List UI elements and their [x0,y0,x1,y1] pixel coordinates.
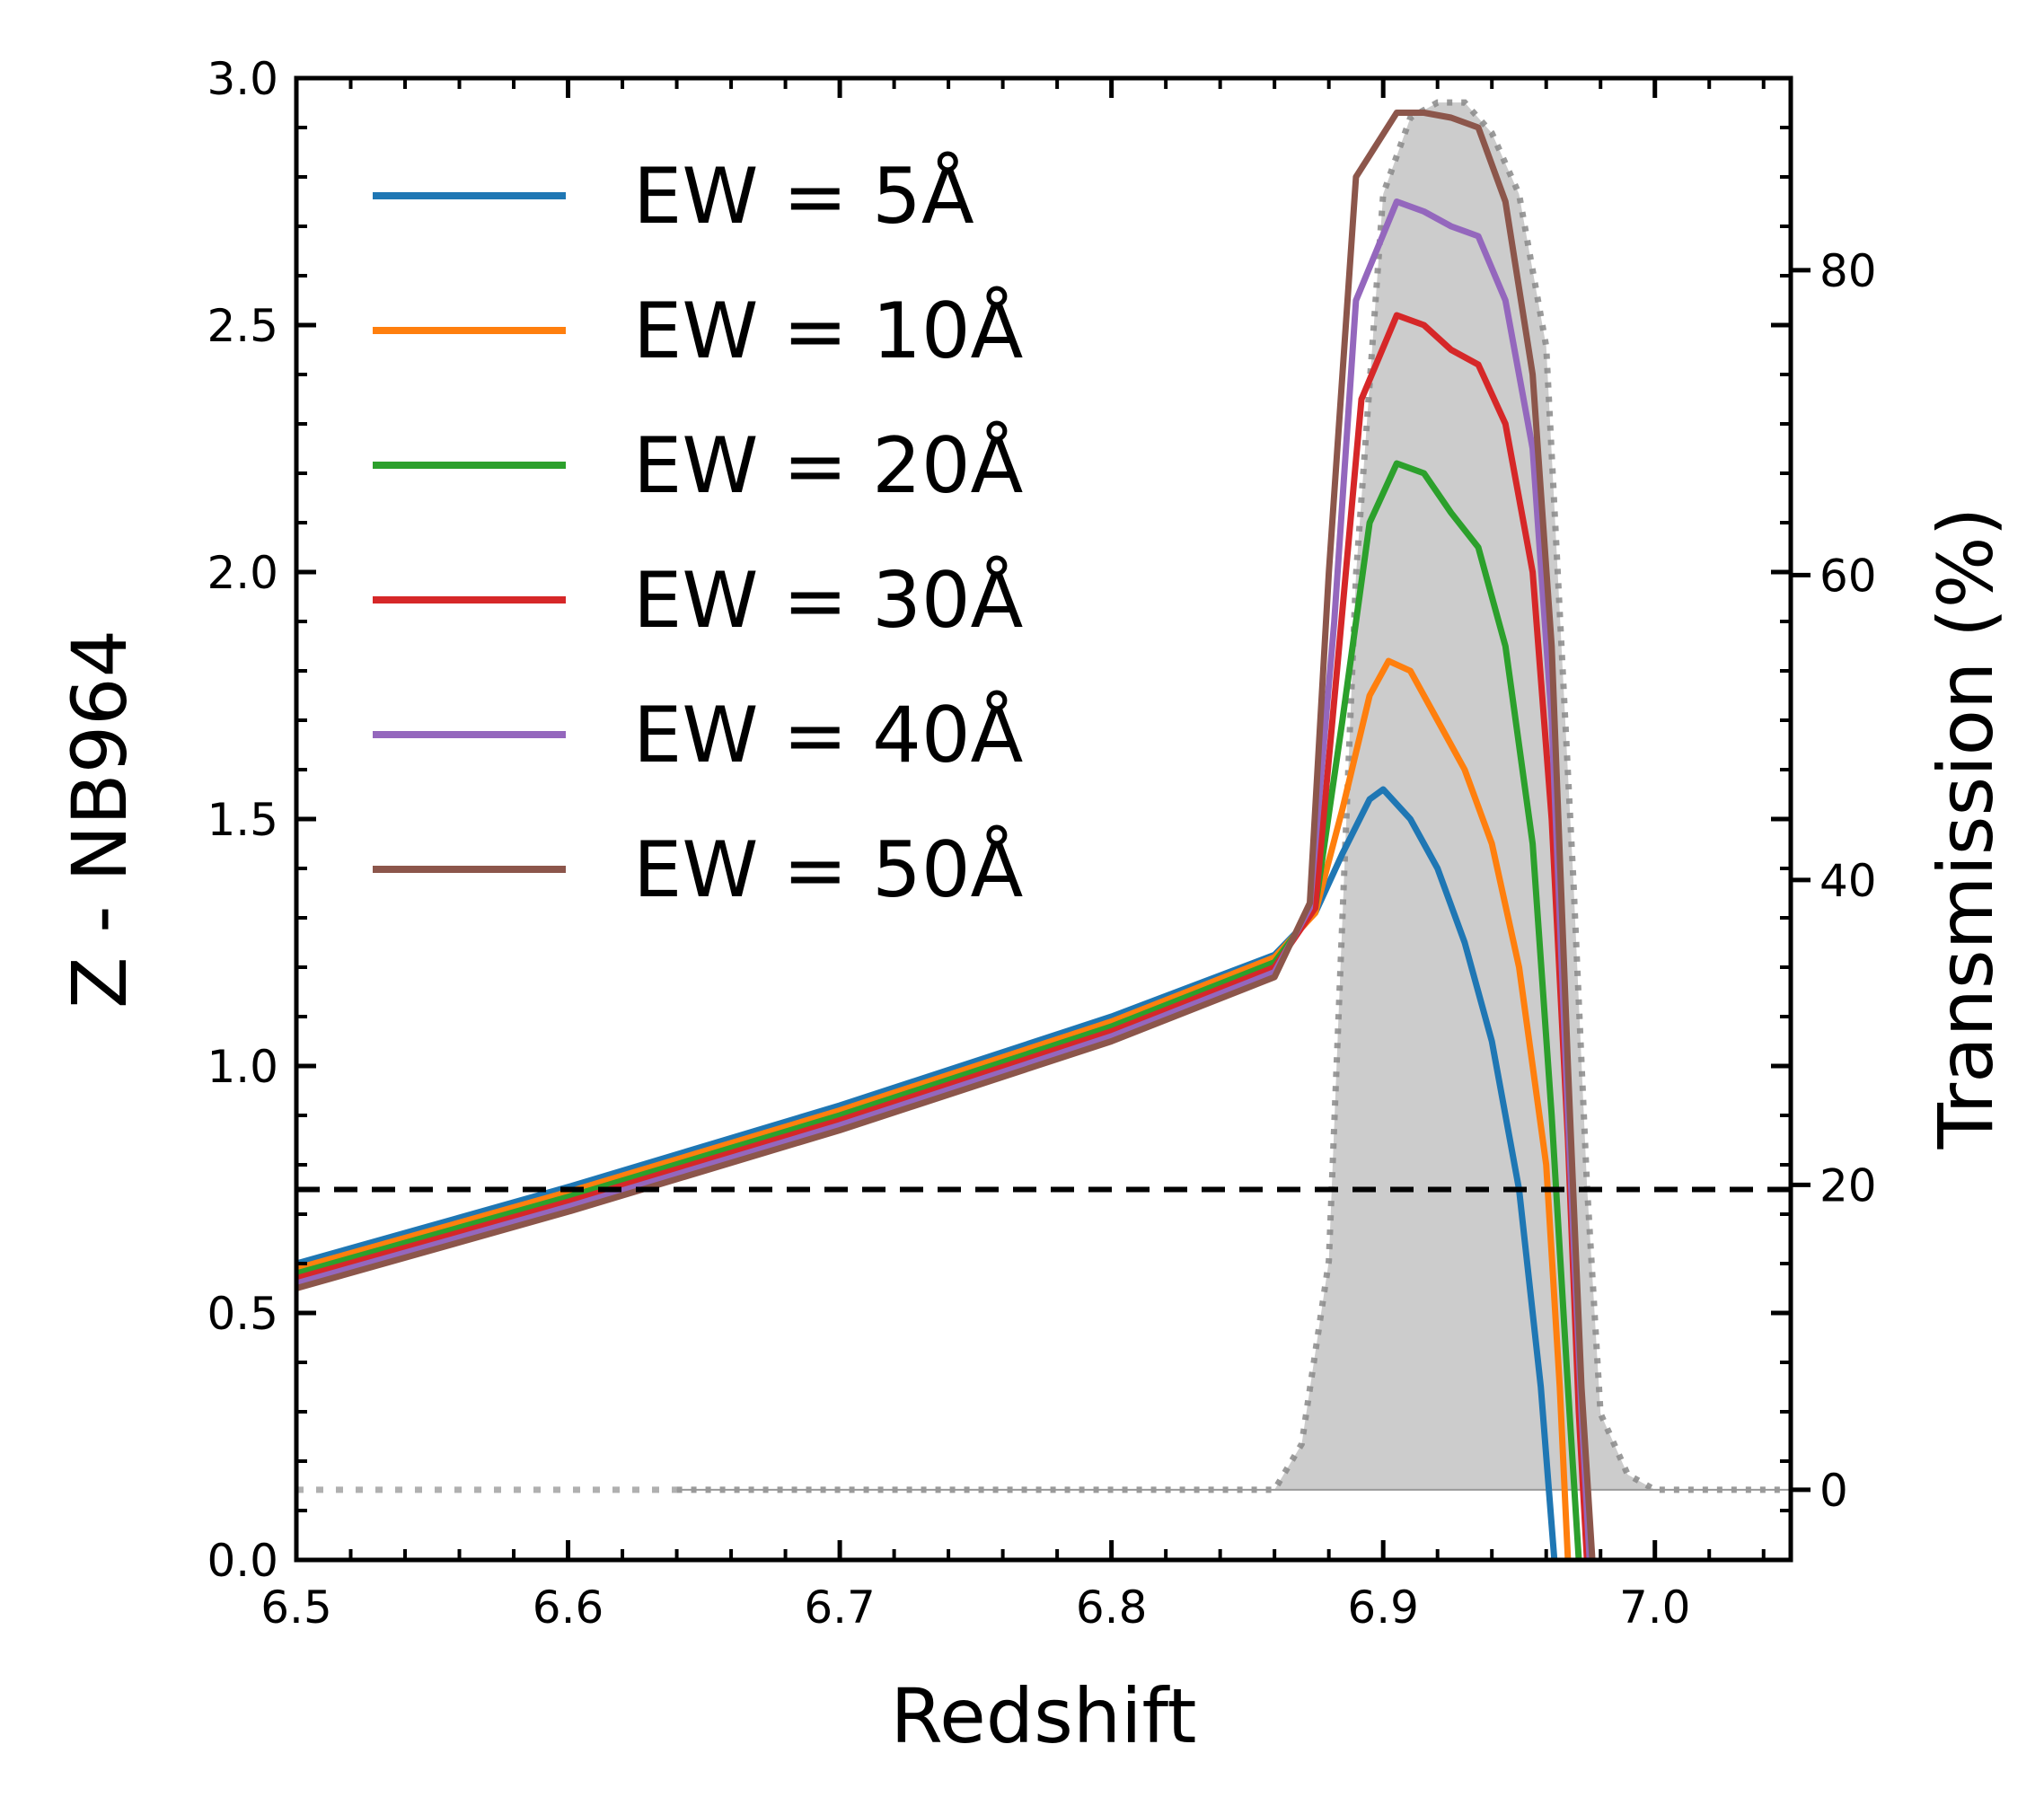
y-tick-label: 0.0 [207,1535,278,1587]
legend-label-3: EW = 30Å [633,555,1024,646]
series-line-2 [296,460,1582,1560]
y-tick-label: 1.0 [207,1041,278,1093]
x-tick-label: 6.8 [1076,1581,1148,1634]
x-tick-label: 6.7 [804,1581,876,1634]
series-line-0 [296,786,1558,1560]
y2-tick-label: 40 [1819,855,1877,907]
x-axis-label: Redshift [891,1672,1197,1760]
y2-tick-label: 0 [1819,1465,1848,1517]
y2-tick-label: 60 [1819,550,1877,602]
y-tick-label: 0.5 [207,1288,278,1340]
legend-label-2: EW = 20Å [633,420,1024,511]
legend: EW = 5Å EW = 10Å EW = 20Å EW = 30Å EW = 40Å E… [373,151,1024,915]
legend-label-1: EW = 10Å [633,286,1024,376]
series-line-5 [296,110,1596,1560]
legend-label-0: EW = 5Å [633,151,974,242]
y-tick-label: 1.5 [207,794,278,846]
x-tick-label: 6.6 [533,1581,604,1634]
transmission-layer [296,99,1791,1493]
series-line-1 [296,657,1572,1560]
y2-tick-label: 20 [1819,1159,1877,1211]
y-tick-label: 3.0 [207,53,278,105]
y-tick-label: 2.5 [207,300,278,352]
y-tick-label: 2.0 [207,547,278,599]
series-line-3 [296,312,1590,1560]
y2-axis-label: Transmission (%) [1922,507,2010,1150]
x-tick-label: 6.9 [1347,1581,1419,1634]
legend-label-5: EW = 50Å [633,824,1024,915]
axes-layer: 6.5 6.6 6.7 6.8 6.9 7.0 0.0 0.5 1.0 1.5 2.0 2.5 3.0 0… [207,53,1876,1634]
y2-tick-label: 80 [1819,245,1877,297]
y-axis-label: Z - NB964 [56,630,144,1009]
transmission-curve [676,99,1791,1493]
x-tick-label: 6.5 [260,1581,332,1634]
series-layer [296,110,1596,1560]
legend-label-4: EW = 40Å [633,690,1024,780]
x-tick-label: 7.0 [1619,1581,1691,1634]
